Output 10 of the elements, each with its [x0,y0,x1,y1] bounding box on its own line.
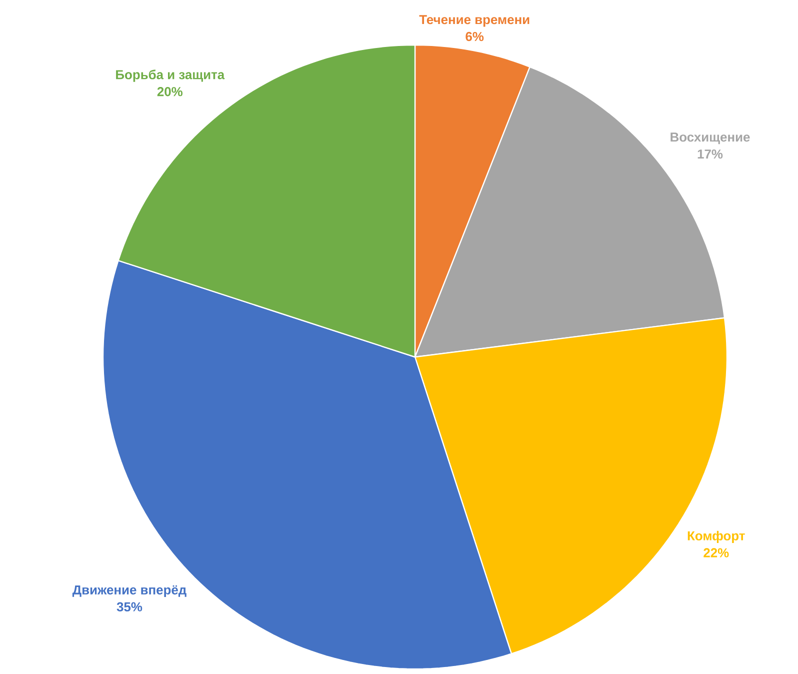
data-label: 35% [116,602,142,612]
slice-label: Движение вперёд [72,585,186,598]
slice-label: Борьба и защита [116,70,225,82]
slice-label: Течение времени [419,15,530,27]
slice-label: Восхищение [670,132,750,144]
slice-label: Комфорт [688,530,745,543]
data-label: 20% [157,87,182,96]
data-label: 22% [704,548,729,558]
data-label: 6% [466,32,484,42]
data-label: 17% [698,149,723,159]
